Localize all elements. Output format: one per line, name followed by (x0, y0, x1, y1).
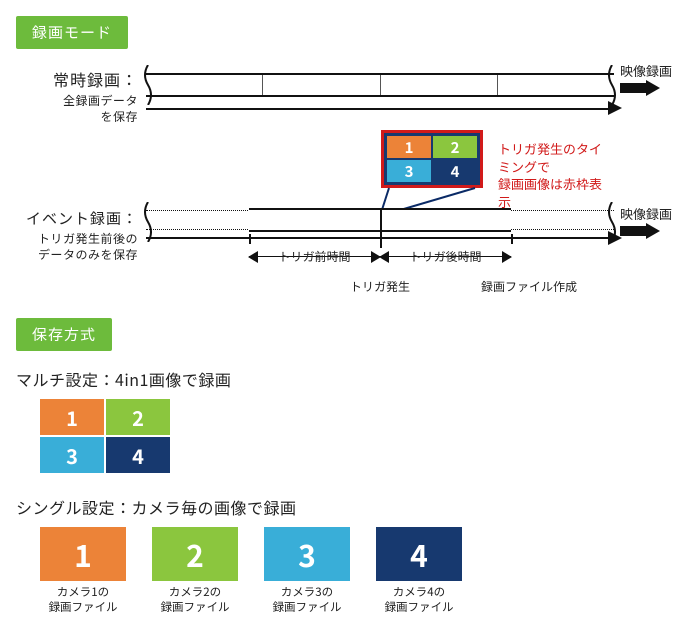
below-trigger-label: トリガ発生 (350, 278, 410, 295)
continuous-title: 常時録画： (16, 67, 138, 91)
multi-cell: 4 (106, 437, 170, 473)
arrowhead-left-icon (379, 251, 389, 263)
axis-arrowhead-icon (608, 101, 622, 115)
arrowhead-right-icon (502, 251, 512, 263)
continuous-cell (381, 75, 498, 95)
arrowhead-left-icon (248, 251, 258, 263)
multi-title: マルチ設定：4in1画像で録画 (16, 367, 684, 391)
tick-start (249, 234, 251, 244)
continuous-bar (146, 73, 614, 97)
single-block: 2 カメラ2の録画ファイル (152, 527, 238, 615)
big-arrow-icon (620, 80, 660, 96)
event-row: イベント録画： トリガ発生前後のデータのみを保存 1234 トリガ発生のタイミン… (16, 130, 684, 300)
continuous-right-label: 映像録画 (614, 61, 684, 100)
axis-arrowhead-icon (608, 231, 622, 245)
single-caption: カメラ3の録画ファイル (264, 585, 350, 615)
section-tag-save-format: 保存方式 (16, 318, 112, 351)
event-timeline: 1234 トリガ発生のタイミングで 録画画像は赤枠表示 (146, 130, 614, 300)
event-label-block: イベント録画： トリガ発生前後のデータのみを保存 (16, 130, 146, 262)
single-block: 4 カメラ4の録画ファイル (376, 527, 462, 615)
single-caption: カメラ1の録画ファイル (40, 585, 126, 615)
callout-cell: 1 (387, 136, 431, 158)
single-caption: カメラ4の録画ファイル (376, 585, 462, 615)
single-row: 1 カメラ1の録画ファイル 2 カメラ2の録画ファイル 3 カメラ3の録画ファイル 4 カメラ… (40, 527, 684, 615)
measure-post-label: トリガ後時間 (396, 248, 496, 265)
callout-text: トリガ発生のタイミングで 録画画像は赤枠表示 (498, 140, 614, 210)
event-right-text: 映像録画 (620, 204, 684, 223)
callout-cell: 3 (387, 160, 431, 182)
continuous-timeline (146, 61, 614, 111)
single-tile: 1 (40, 527, 126, 581)
tick-end (511, 234, 513, 244)
event-right-label: 映像録画 (614, 130, 684, 243)
continuous-cell (146, 75, 263, 95)
event-subtitle: トリガ発生前後のデータのみを保存 (16, 231, 138, 262)
continuous-axis-arrow-icon (146, 105, 614, 117)
single-tile: 3 (264, 527, 350, 581)
continuous-right-text: 映像録画 (620, 61, 684, 80)
event-title: イベント録画： (16, 208, 138, 229)
below-end-label: 録画ファイル作成 (481, 278, 577, 295)
multi-cell: 2 (106, 399, 170, 435)
torn-edge-right-icon (608, 65, 618, 105)
callout-line2: 録画画像は赤枠表示 (498, 175, 614, 210)
continuous-cell (498, 75, 614, 95)
single-caption: カメラ2の録画ファイル (152, 585, 238, 615)
callout-panel: 1234 (381, 130, 483, 188)
measure-pre-label: トリガ前時間 (264, 248, 364, 265)
big-arrow-icon (620, 223, 660, 239)
callout-cell: 2 (433, 136, 477, 158)
single-block: 1 カメラ1の録画ファイル (40, 527, 126, 615)
single-tile: 2 (152, 527, 238, 581)
multi-cell: 1 (40, 399, 104, 435)
callout-line1: トリガ発生のタイミングで (498, 140, 614, 175)
section-tag-recording-mode: 録画モード (16, 16, 128, 49)
multi-grid: 1234 (40, 399, 170, 473)
multi-cell: 3 (40, 437, 104, 473)
callout-cell: 4 (433, 160, 477, 182)
continuous-label-block: 常時録画： 全録画データを保存 (16, 61, 146, 124)
single-tile: 4 (376, 527, 462, 581)
continuous-subtitle: 全録画データを保存 (16, 93, 138, 124)
single-title: シングル設定：カメラ毎の画像で録画 (16, 495, 684, 519)
tick-trigger (380, 208, 382, 248)
torn-edge-left-icon (142, 65, 152, 105)
single-block: 3 カメラ3の録画ファイル (264, 527, 350, 615)
continuous-cell (263, 75, 380, 95)
continuous-row: 常時録画： 全録画データを保存 映像録画 (16, 61, 684, 124)
